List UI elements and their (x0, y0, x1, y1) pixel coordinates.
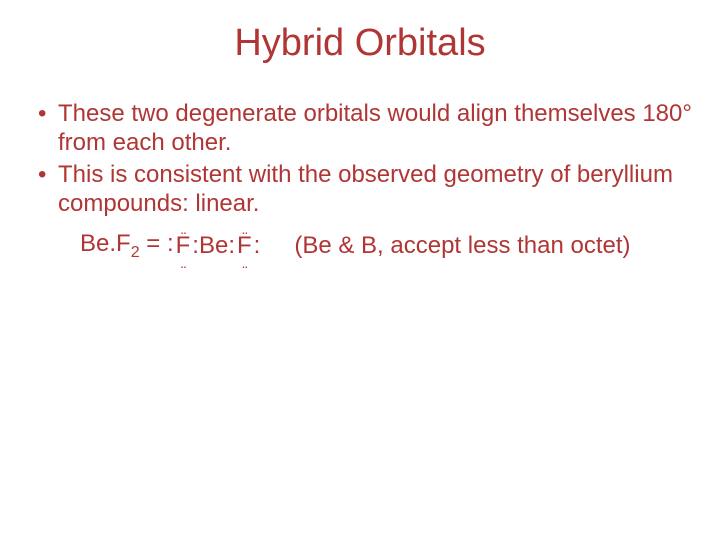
element-symbol-be: Be (199, 232, 228, 260)
lone-pair-colon: : (167, 230, 174, 257)
lone-pair-dots: .. (180, 258, 186, 268)
slide-title: Hybrid Orbitals (28, 22, 692, 65)
lewis-fluorine: .. F .. (176, 224, 191, 268)
compound-prefix: Be.F (80, 230, 131, 257)
slide: Hybrid Orbitals These two degenerate orb… (0, 0, 720, 540)
lone-pair-dots: .. (241, 258, 247, 268)
octet-note: (Be & B, accept less than octet) (294, 232, 630, 260)
lone-pair-colon: : (254, 232, 261, 260)
lewis-fluorine: .. F .. (237, 224, 252, 268)
bond-colon: : (228, 232, 235, 260)
bullet-item: This is consistent with the observed geo… (34, 160, 692, 219)
bullet-item: These two degenerate orbitals would alig… (34, 99, 692, 158)
equals-sign: = (140, 230, 167, 257)
compound-subscript: 2 (131, 244, 140, 261)
lewis-formula-row: Be.F2 = : .. F .. : Be : .. F .. : (Be &… (28, 224, 692, 268)
compound-label: Be.F2 = : (80, 230, 174, 262)
bond-colon: : (192, 232, 199, 260)
bullet-list: These two degenerate orbitals would alig… (28, 99, 692, 218)
